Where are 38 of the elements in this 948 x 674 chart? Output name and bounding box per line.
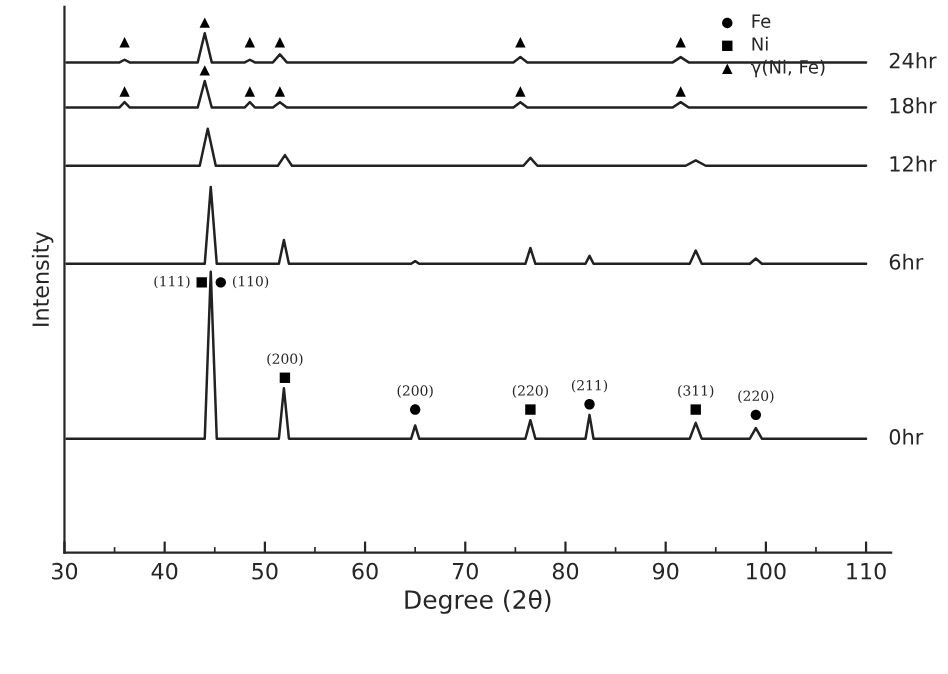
series-label: 6hr [889, 253, 924, 270]
point [199, 65, 210, 76]
x-tick-label: 50 [252, 562, 278, 580]
point [584, 399, 595, 410]
point [675, 37, 686, 48]
point [525, 404, 536, 415]
point [274, 86, 286, 97]
x-tick-label: 60 [352, 562, 378, 580]
point [515, 86, 526, 97]
point [199, 17, 210, 28]
x-tick-label: 70 [452, 562, 478, 580]
x-tick-label: 40 [151, 562, 178, 580]
legend-label: Ni [752, 36, 768, 51]
series-label: 12hr [890, 155, 937, 172]
point [196, 277, 207, 288]
point [279, 372, 291, 383]
y-axis-title: Intensity [31, 232, 54, 326]
point [675, 86, 686, 97]
series-label: 24hr [889, 52, 937, 69]
point [690, 404, 701, 415]
point [409, 404, 421, 415]
point [244, 86, 256, 97]
x-tick-label: 100 [747, 562, 786, 580]
x-tick-label: 110 [847, 562, 886, 580]
x-tick-label: 90 [652, 562, 679, 580]
point [119, 86, 130, 97]
point [274, 37, 286, 48]
x-axis-title: Degree (2θ) [405, 589, 551, 614]
point [119, 37, 130, 48]
point [244, 37, 256, 48]
series-label: 18hr [890, 97, 937, 114]
series-label: 0hr [889, 428, 924, 445]
legend-label: Fe [752, 14, 771, 28]
point [750, 409, 762, 421]
point [515, 37, 526, 48]
point [215, 277, 226, 288]
x-tick-label: 30 [52, 562, 78, 580]
x-tick-label: 80 [552, 562, 579, 580]
